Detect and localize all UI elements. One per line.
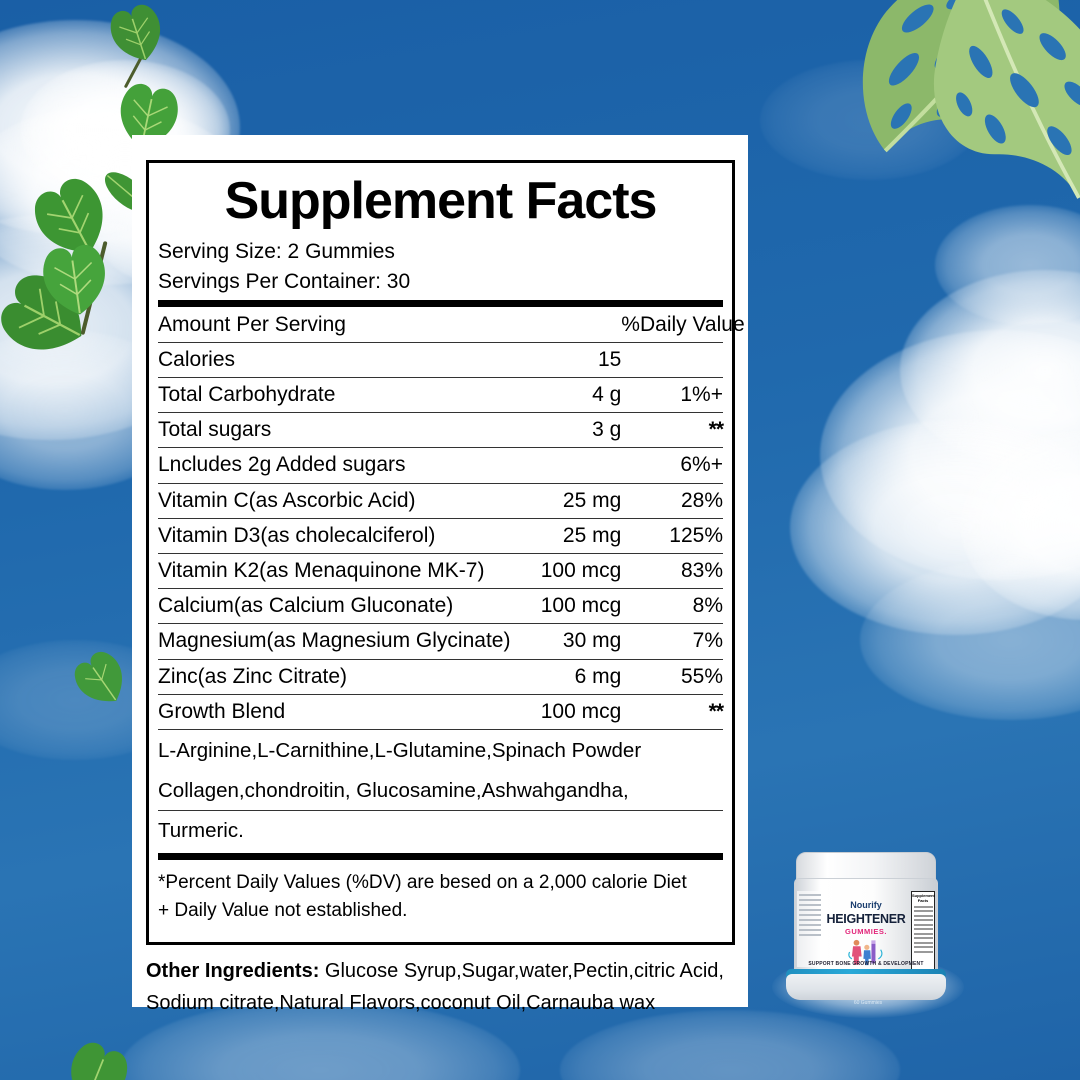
nutrient-amount: 6 mg: [485, 658, 622, 695]
servings-per-container: Servings Per Container: 30: [158, 269, 411, 293]
nutrient-daily-value: 83%: [621, 552, 723, 589]
jar-product-name: HEIGHTENER: [826, 912, 906, 926]
serving-info: Serving Size: 2 Gummies Servings Per Con…: [158, 237, 723, 300]
nutrient-amount: 3 g: [485, 412, 622, 448]
jar-supplement-facts-panel: Supplement Facts: [911, 891, 935, 971]
other-ingredients-line-1: Other Ingredients: Glucose Syrup,Sugar,w…: [146, 955, 735, 987]
blend-ingredient-line: Collagen,chondroitin, Glucosamine,Ashwah…: [158, 778, 629, 802]
other-ingredients-section: Other Ingredients: Glucose Syrup,Sugar,w…: [146, 955, 735, 1020]
table-row: Total Carbohydrate 4 g 1%+: [158, 376, 723, 413]
nutrient-amount: 4 g: [485, 376, 622, 413]
product-jar-image: Supplement Facts Nourify HEIGHTENER GUMM…: [770, 838, 966, 1028]
nutrient-daily-value: 8%: [621, 588, 723, 624]
nutrient-name: Calcium(as Calcium Gluconate): [158, 588, 486, 624]
table-row: Vitamin K2(as Menaquinone MK-7) 100 mcg 83…: [158, 552, 723, 589]
leaf-icon: [15, 161, 129, 275]
footnotes: *Percent Daily Values (%DV) are besed on…: [158, 860, 723, 926]
nutrient-name: Total sugars: [158, 412, 486, 448]
leaf-icon: [98, 0, 176, 72]
daily-value-header: %Daily Value: [621, 312, 745, 336]
jar-base: [786, 974, 946, 1000]
nutrient-name: Growth Blend: [158, 693, 486, 729]
amount-per-serving-header: Amount Per Serving: [158, 312, 346, 336]
table-row: Magnesium(as Magnesium Glycinate) 30 mg 7%: [158, 623, 723, 659]
jar-panel-title: Supplement Facts: [912, 893, 935, 903]
nutrient-name: Magnesium(as Magnesium Glycinate): [158, 623, 510, 659]
table-row: Lncludes 2g Added sugars 6%+: [158, 447, 723, 484]
jar-sub-name: GUMMIES.: [845, 927, 887, 936]
nutrient-name: Calories: [158, 341, 486, 378]
footnote-line: + Daily Value not established.: [158, 900, 408, 922]
nutrient-amount: 25 mg: [485, 482, 622, 519]
supplement-facts-box: Supplement Facts Serving Size: 2 Gummies…: [146, 160, 745, 945]
nutrient-daily-value: 1%+: [621, 376, 723, 413]
nutrient-amount: 100 mcg: [485, 552, 622, 589]
nutrient-daily-value: **: [621, 693, 724, 729]
nutrient-daily-value: 7%: [621, 623, 723, 659]
nutrient-name: Vitamin K2(as Menaquinone MK-7): [158, 552, 486, 589]
nutrient-name: Zinc(as Zinc Citrate): [158, 658, 486, 695]
nutrient-name: Vitamin C(as Ascorbic Acid): [158, 482, 486, 519]
leaf-icon: [51, 1029, 142, 1080]
nutrient-name: Total Carbohydrate: [158, 376, 486, 413]
growth-blend-ingredients: L-Arginine,L-Carnithine,L-Glutamine,Spin…: [158, 728, 723, 851]
header-divider: [158, 299, 723, 307]
nutrient-amount: 25 mg: [485, 517, 622, 554]
nutrient-daily-value: **: [621, 412, 724, 448]
table-row: Vitamin C(as Ascorbic Acid) 25 mg 28%: [158, 482, 723, 519]
footnote-divider: [158, 852, 723, 860]
table-row: Total sugars 3 g **: [158, 412, 724, 448]
blend-ingredient-line: L-Arginine,L-Carnithine,L-Glutamine,Spin…: [158, 728, 723, 771]
jar-illustration-icon: [845, 937, 891, 967]
nutrient-name: Vitamin D3(as cholecalciferol): [158, 517, 486, 554]
nutrient-amount: [485, 447, 622, 484]
other-ingredients-text-1: Glucose Syrup,Sugar,water,Pectin,citric …: [319, 960, 724, 982]
leaf-icon: [31, 235, 119, 323]
monstera-leaf-icon: [902, 0, 1080, 225]
nutrient-amount: 15: [485, 341, 622, 378]
nutrient-amount: 100 mcg: [485, 588, 622, 624]
nutrient-daily-value: 125%: [621, 517, 723, 554]
nutrient-daily-value: [621, 341, 723, 378]
nutrient-amount: 100 mcg: [485, 693, 622, 729]
jar-body: Supplement Facts Nourify HEIGHTENER GUMM…: [794, 878, 938, 982]
nutrition-table: Amount Per Serving %Daily Value Calories…: [158, 307, 745, 729]
page-title: Supplement Facts: [224, 172, 658, 230]
nutrient-daily-value: 55%: [621, 658, 723, 695]
leaf-icon: [61, 639, 142, 720]
jar-count: 60 Gummies: [853, 1000, 883, 1006]
blend-ingredient-line: Turmeric.: [158, 810, 723, 851]
nutrient-daily-value: 28%: [621, 482, 723, 519]
table-row: Zinc(as Zinc Citrate) 6 mg 55%: [158, 658, 723, 695]
jar-tagline: SUPPORT BONE GROWTH & DEVELOPMENT: [808, 961, 924, 967]
serving-size: Serving Size: 2 Gummies: [158, 240, 395, 263]
other-ingredients-line-2: Sodium citrate,Natural Flavors,coconut O…: [146, 992, 656, 1015]
table-row: Calories 15: [158, 341, 723, 378]
cloud-shape: [935, 205, 1080, 325]
table-row: Calcium(as Calcium Gluconate) 100 mcg 8%: [158, 588, 723, 624]
jar-brand-name: Nourify: [850, 900, 882, 910]
jar-left-panel: [797, 891, 823, 967]
nutrient-amount: 30 mg: [485, 623, 622, 659]
table-header-row: Amount Per Serving %Daily Value: [158, 307, 745, 343]
table-row: Growth Blend 100 mcg **: [158, 693, 724, 729]
table-row: Vitamin D3(as cholecalciferol) 25 mg 125%: [158, 517, 723, 554]
other-ingredients-label: Other Ingredients:: [146, 960, 320, 982]
nutrient-daily-value: 6%+: [621, 447, 723, 484]
supplement-label-card: Supplement Facts Serving Size: 2 Gummies…: [132, 135, 748, 1014]
nutrient-name: Lncludes 2g Added sugars: [158, 447, 486, 484]
footnote-line: *Percent Daily Values (%DV) are besed on…: [158, 871, 687, 893]
